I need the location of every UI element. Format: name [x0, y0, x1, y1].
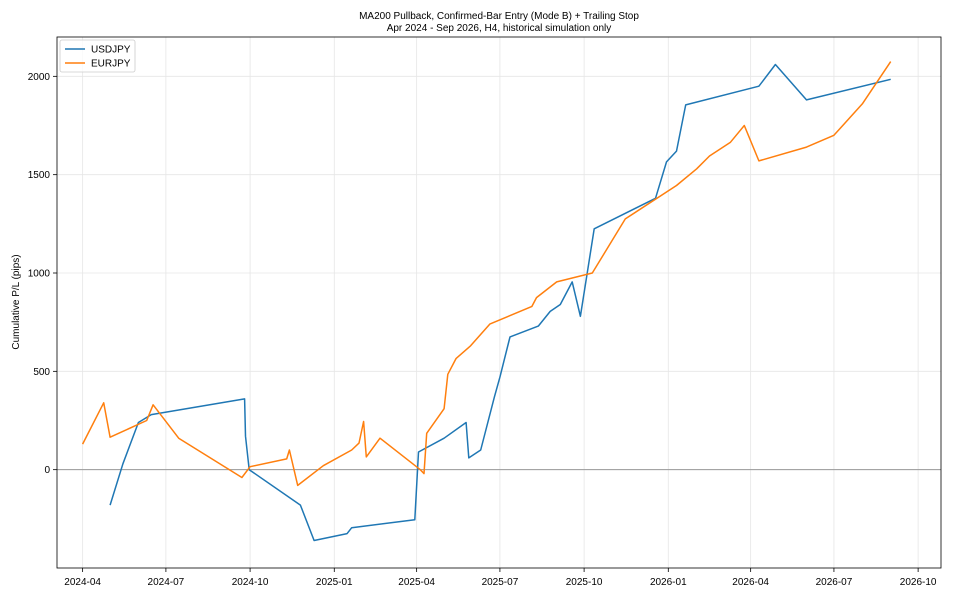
x-tick-label: 2025-10: [566, 577, 603, 588]
series-lines: [81, 61, 892, 542]
y-tick-label: 2000: [28, 72, 51, 83]
legend-box: [59, 39, 136, 73]
chart-subtitle: Apr 2024 - Sep 2026, H4, historical simu…: [387, 23, 612, 34]
grid: [57, 37, 941, 568]
y-tick-label: 1000: [28, 269, 51, 280]
x-tick-label: 2026-07: [816, 577, 853, 588]
series-line-usdjpy: [109, 63, 891, 542]
y-tick-label: 500: [33, 367, 50, 378]
plot-frame: [56, 36, 942, 569]
x-tick-label: 2025-07: [482, 577, 519, 588]
y-tick-label: 1500: [28, 170, 51, 181]
x-tick-label: 2026-04: [732, 577, 769, 588]
x-tick-label: 2024-04: [64, 577, 101, 588]
y-tick-label: 0: [44, 465, 50, 476]
y-axis-label: Cumulative P/L (pips): [11, 254, 22, 349]
legend-label-usdjpy: USDJPY: [91, 45, 131, 56]
series-line-eurjpy: [81, 61, 892, 487]
x-axis: 2024-04 2024-07 2024-10 2025-01 2025-04 2025-…: [64, 568, 937, 588]
legend: USDJPY EURJPY: [59, 39, 136, 73]
y-axis: 0 500 1000 1500 2000: [28, 72, 57, 476]
x-tick-label: 2026-10: [900, 577, 937, 588]
x-tick-label: 2024-10: [232, 577, 269, 588]
x-tick-label: 2025-04: [398, 577, 435, 588]
x-tick-label: 2026-01: [650, 577, 687, 588]
x-tick-label: 2025-01: [316, 577, 353, 588]
chart-title: MA200 Pullback, Confirmed-Bar Entry (Mod…: [359, 11, 639, 22]
legend-label-eurjpy: EURJPY: [91, 59, 131, 70]
x-tick-label: 2024-07: [148, 577, 185, 588]
